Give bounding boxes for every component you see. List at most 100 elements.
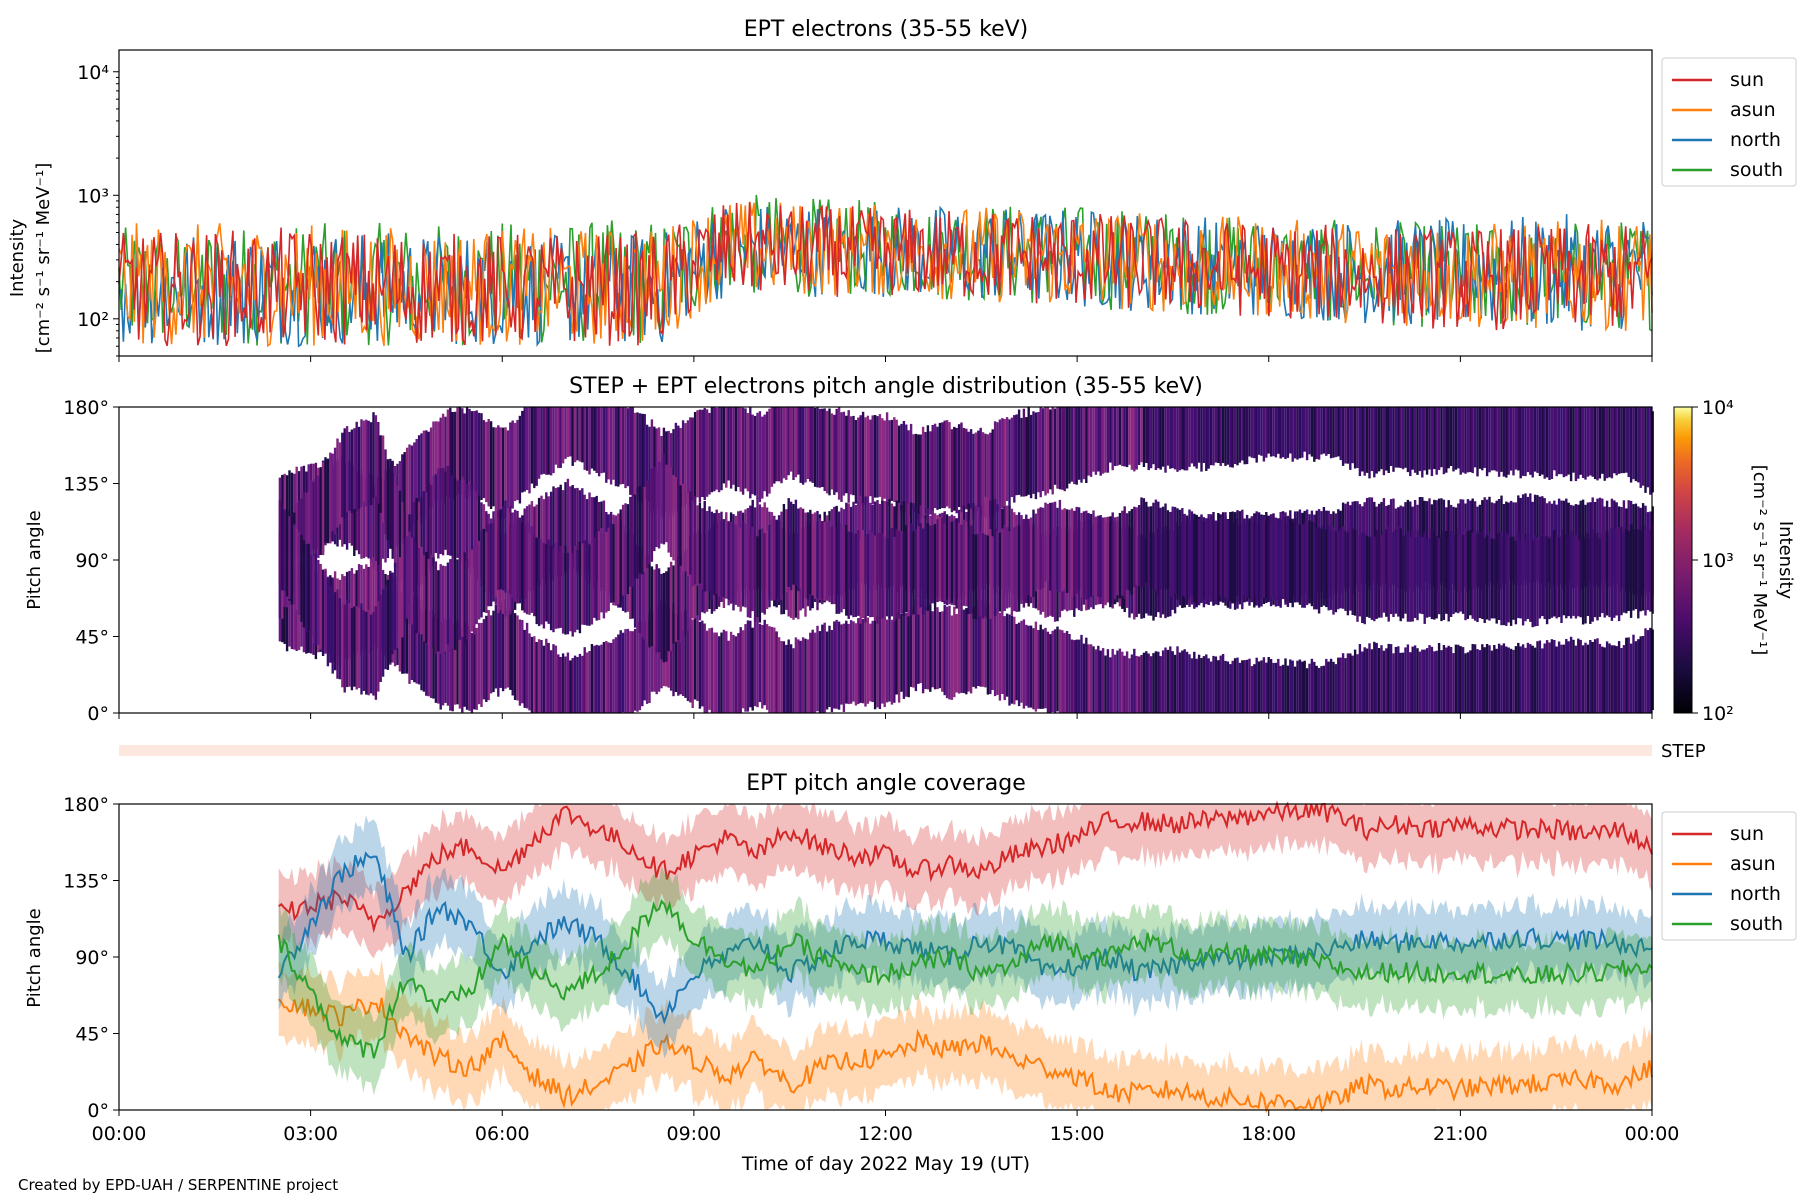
pad-cell (314, 478, 318, 566)
pad-cell (1025, 514, 1028, 604)
pad-cell (1075, 407, 1078, 485)
pad-cell (780, 641, 783, 713)
pad-cell (641, 620, 644, 707)
pad-cell (1442, 407, 1446, 475)
pad-cell (1596, 638, 1599, 713)
pad-cell (1601, 646, 1604, 713)
pad-cell (338, 598, 342, 680)
pad-cell (602, 407, 606, 473)
pad-cell (1260, 515, 1263, 607)
pad-cell (1406, 407, 1410, 473)
pad-cell (823, 622, 826, 713)
pad-cell (561, 653, 565, 713)
pad-cell (780, 407, 783, 484)
pad-cell (811, 407, 814, 483)
pad-cell (1529, 539, 1532, 622)
pad-cell (1070, 407, 1074, 482)
x-tick-label: 00:00 (92, 1123, 147, 1145)
pad-cell (936, 607, 939, 690)
pad-cell (324, 457, 327, 543)
pad-cell (494, 604, 498, 689)
pad-cell (734, 407, 738, 492)
pad-cell (1428, 407, 1431, 470)
pad-cell (619, 407, 622, 485)
pad-cell (972, 534, 975, 619)
pad-cell (684, 490, 687, 572)
pad-cell (1404, 407, 1407, 468)
pad-cell (955, 427, 958, 514)
pad-cell (482, 528, 486, 613)
pad-cell (1541, 648, 1544, 713)
pad-cell (693, 496, 697, 585)
pad-cell (1488, 407, 1491, 473)
pad-cell (953, 426, 956, 511)
pad-cell (530, 636, 534, 713)
pad-cell (765, 411, 769, 497)
pad-cell (972, 606, 975, 687)
pad-cell (1154, 499, 1158, 592)
pad-cell (290, 472, 294, 555)
pad-cell (1329, 658, 1333, 713)
pad-cell (631, 631, 634, 713)
pad-cell (1217, 407, 1220, 463)
pad-cell (816, 511, 819, 598)
pad-cell (1382, 407, 1386, 476)
pad-cell (1543, 643, 1546, 713)
coverage-series-asun (277, 997, 1653, 1114)
pad-cell (1238, 662, 1242, 713)
pad-cell (1164, 647, 1167, 713)
pad-cell (1027, 518, 1030, 596)
pad-cell (401, 501, 404, 582)
pad-cell (897, 530, 901, 619)
pad-cell (1373, 641, 1376, 713)
pad-cell (1181, 650, 1184, 713)
pad-cell (828, 520, 831, 603)
pad-cell (1308, 520, 1311, 604)
pad-cell (1020, 519, 1023, 604)
pad-cell (1603, 407, 1606, 481)
pad-cell (1253, 407, 1256, 459)
pad-cell (1010, 528, 1014, 616)
pad-cell (854, 420, 858, 504)
pad-cell (1363, 407, 1366, 476)
pad-cell (1205, 654, 1208, 713)
pad-cell (566, 478, 570, 574)
pad-cell (1034, 513, 1038, 592)
pad-cell (540, 407, 543, 475)
pad-cell (655, 428, 658, 510)
pad-cell (621, 407, 625, 484)
pad-cell (1466, 652, 1470, 713)
pad-cell (1243, 518, 1246, 596)
intensity-ylabel-line1: Intensity (7, 218, 28, 297)
pad-cell (353, 606, 356, 687)
step-strip (119, 745, 1652, 756)
pad-cell (331, 453, 334, 532)
pad-cell (1073, 407, 1076, 485)
pad-cell (1195, 407, 1198, 469)
pad-cell (333, 447, 337, 535)
pad-cell (753, 537, 757, 622)
pad-cell (1365, 407, 1369, 473)
pad-cell (1593, 407, 1597, 480)
pad-cell (326, 459, 330, 544)
pad-cell (1533, 647, 1537, 713)
pad-cell (1092, 407, 1095, 472)
pad-cell (453, 620, 457, 705)
pad-cell (518, 619, 522, 706)
pad-cell (1560, 644, 1563, 713)
pad-cell (1046, 503, 1050, 582)
coverage-y-tick-label: 90° (75, 947, 109, 969)
pad-cell (1154, 407, 1158, 470)
pad-cell (926, 425, 930, 519)
pad-cell (1193, 513, 1196, 603)
pad-cell (1356, 532, 1359, 622)
pad-cell (689, 617, 692, 703)
pad-cell (1346, 653, 1350, 713)
pad-cell (1375, 407, 1378, 474)
colorbar-label: Intensity [cm⁻² s⁻¹ sr⁻¹ MeV⁻¹] (1749, 465, 1796, 656)
pad-cell (1039, 507, 1042, 590)
pad-cell (674, 613, 678, 692)
pad-cell (941, 611, 944, 692)
pad-cell (869, 529, 872, 618)
pad-cell (715, 632, 718, 713)
